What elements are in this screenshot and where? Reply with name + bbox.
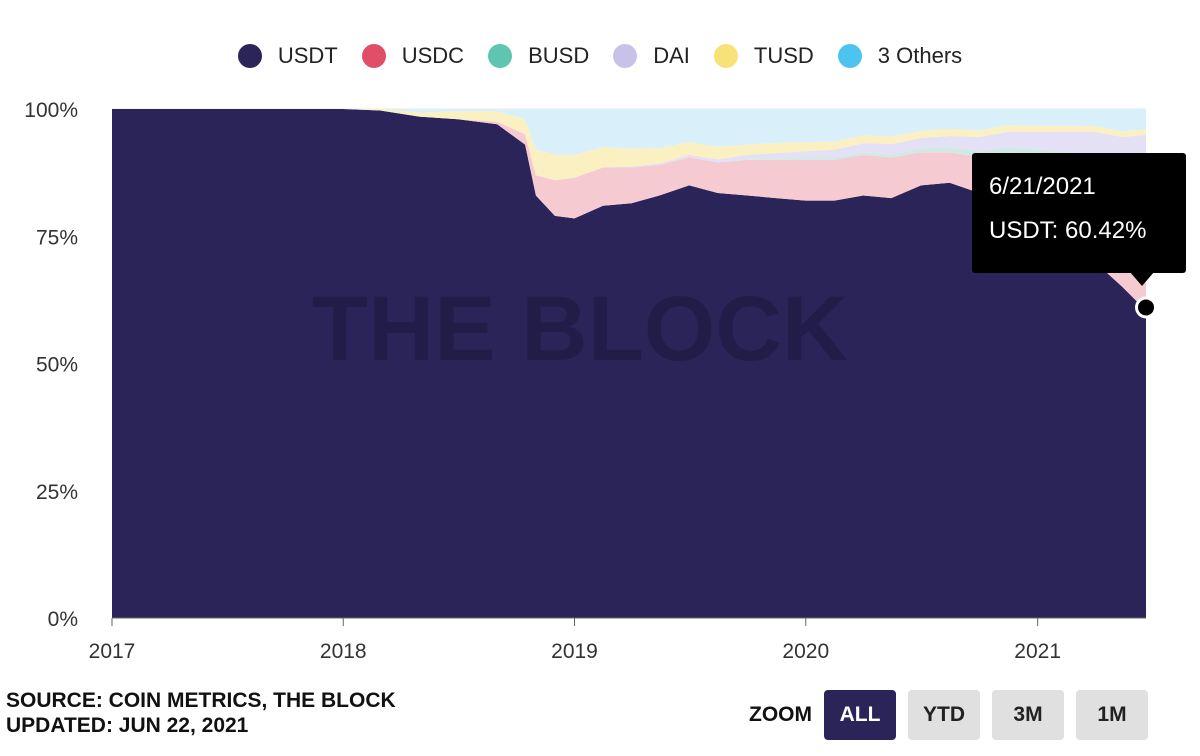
legend-label: USDT: [277, 43, 338, 68]
area-3-others[interactable]: [112, 109, 1146, 155]
x-tick-label: 2019: [551, 640, 598, 663]
x-tick-label: 2021: [1014, 640, 1061, 663]
legend-item-usdt[interactable]: USDT: [237, 43, 338, 69]
legend-dot-icon: [837, 44, 862, 68]
legend-label: USDC: [401, 43, 465, 68]
source-text: SOURCE: COIN METRICS, THE BLOCK: [6, 689, 396, 712]
legend-dot-icon: [488, 44, 513, 68]
y-tick-label: 75%: [36, 226, 78, 249]
tooltip-arrow: [1130, 272, 1154, 286]
tooltip-value: USDT: 60.42%: [989, 217, 1147, 244]
area-tusd[interactable]: [112, 109, 1146, 181]
zoom-controls: ZOOM ALL YTD 3M 1M: [749, 690, 1148, 740]
updated-text: UPDATED: JUN 22, 2021: [6, 714, 249, 737]
watermark: THE BLOCK: [312, 278, 849, 380]
area-dai[interactable]: [112, 109, 1146, 181]
legend-label: BUSD: [528, 43, 590, 68]
y-tick-label: 25%: [36, 481, 78, 504]
y-tick-label: 0%: [48, 608, 78, 631]
x-axis-labels: 2017 2018 2019 2020 2021: [89, 618, 1061, 663]
legend-item-busd[interactable]: BUSD: [488, 43, 589, 69]
x-tick-label: 2018: [320, 640, 367, 663]
legend-dot-icon: [237, 44, 262, 68]
y-tick-label: 100%: [24, 99, 78, 122]
legend-item-dai[interactable]: DAI: [613, 43, 690, 69]
legend-dot-icon: [713, 44, 738, 68]
tooltip: 6/21/2021 USDT: 60.42%: [972, 153, 1186, 273]
x-tick-label: 2017: [89, 640, 136, 663]
zoom-ytd-button[interactable]: YTD: [908, 690, 980, 740]
source-footer: SOURCE: COIN METRICS, THE BLOCK UPDATED:…: [6, 688, 396, 738]
zoom-label: ZOOM: [749, 703, 812, 726]
chart-legend: USDT USDC BUSD DAI TUSD 3 Others: [0, 38, 1200, 74]
legend-item-usdc[interactable]: USDC: [361, 43, 465, 69]
y-tick-label: 50%: [36, 354, 78, 377]
zoom-all-button[interactable]: ALL: [824, 690, 896, 740]
legend-label: DAI: [653, 43, 690, 68]
highlight-point[interactable]: [1138, 299, 1154, 316]
legend-item-3-others[interactable]: 3 Others: [837, 43, 963, 69]
legend-item-tusd[interactable]: TUSD: [713, 43, 814, 69]
legend-dot-icon: [361, 44, 386, 68]
stacked-area-chart: THE BLOCK 100%75%50%25%0% 2017 2018 2019 20…: [24, 99, 1157, 663]
area-usdt[interactable]: [112, 109, 1146, 618]
area-series: [112, 109, 1146, 618]
zoom-3m-button[interactable]: 3M: [992, 690, 1064, 740]
zoom-1m-button[interactable]: 1M: [1076, 690, 1148, 740]
x-tick-label: 2020: [782, 640, 829, 663]
tooltip-date: 6/21/2021: [989, 173, 1096, 200]
highlight-marker: [1135, 296, 1157, 319]
legend-label: 3 Others: [877, 43, 963, 68]
area-usdc[interactable]: [112, 109, 1146, 311]
legend-dot-icon: [613, 44, 638, 68]
y-axis-labels: 100% 75% 50% 25% 0%: [24, 99, 78, 631]
legend-label: TUSD: [753, 43, 814, 68]
